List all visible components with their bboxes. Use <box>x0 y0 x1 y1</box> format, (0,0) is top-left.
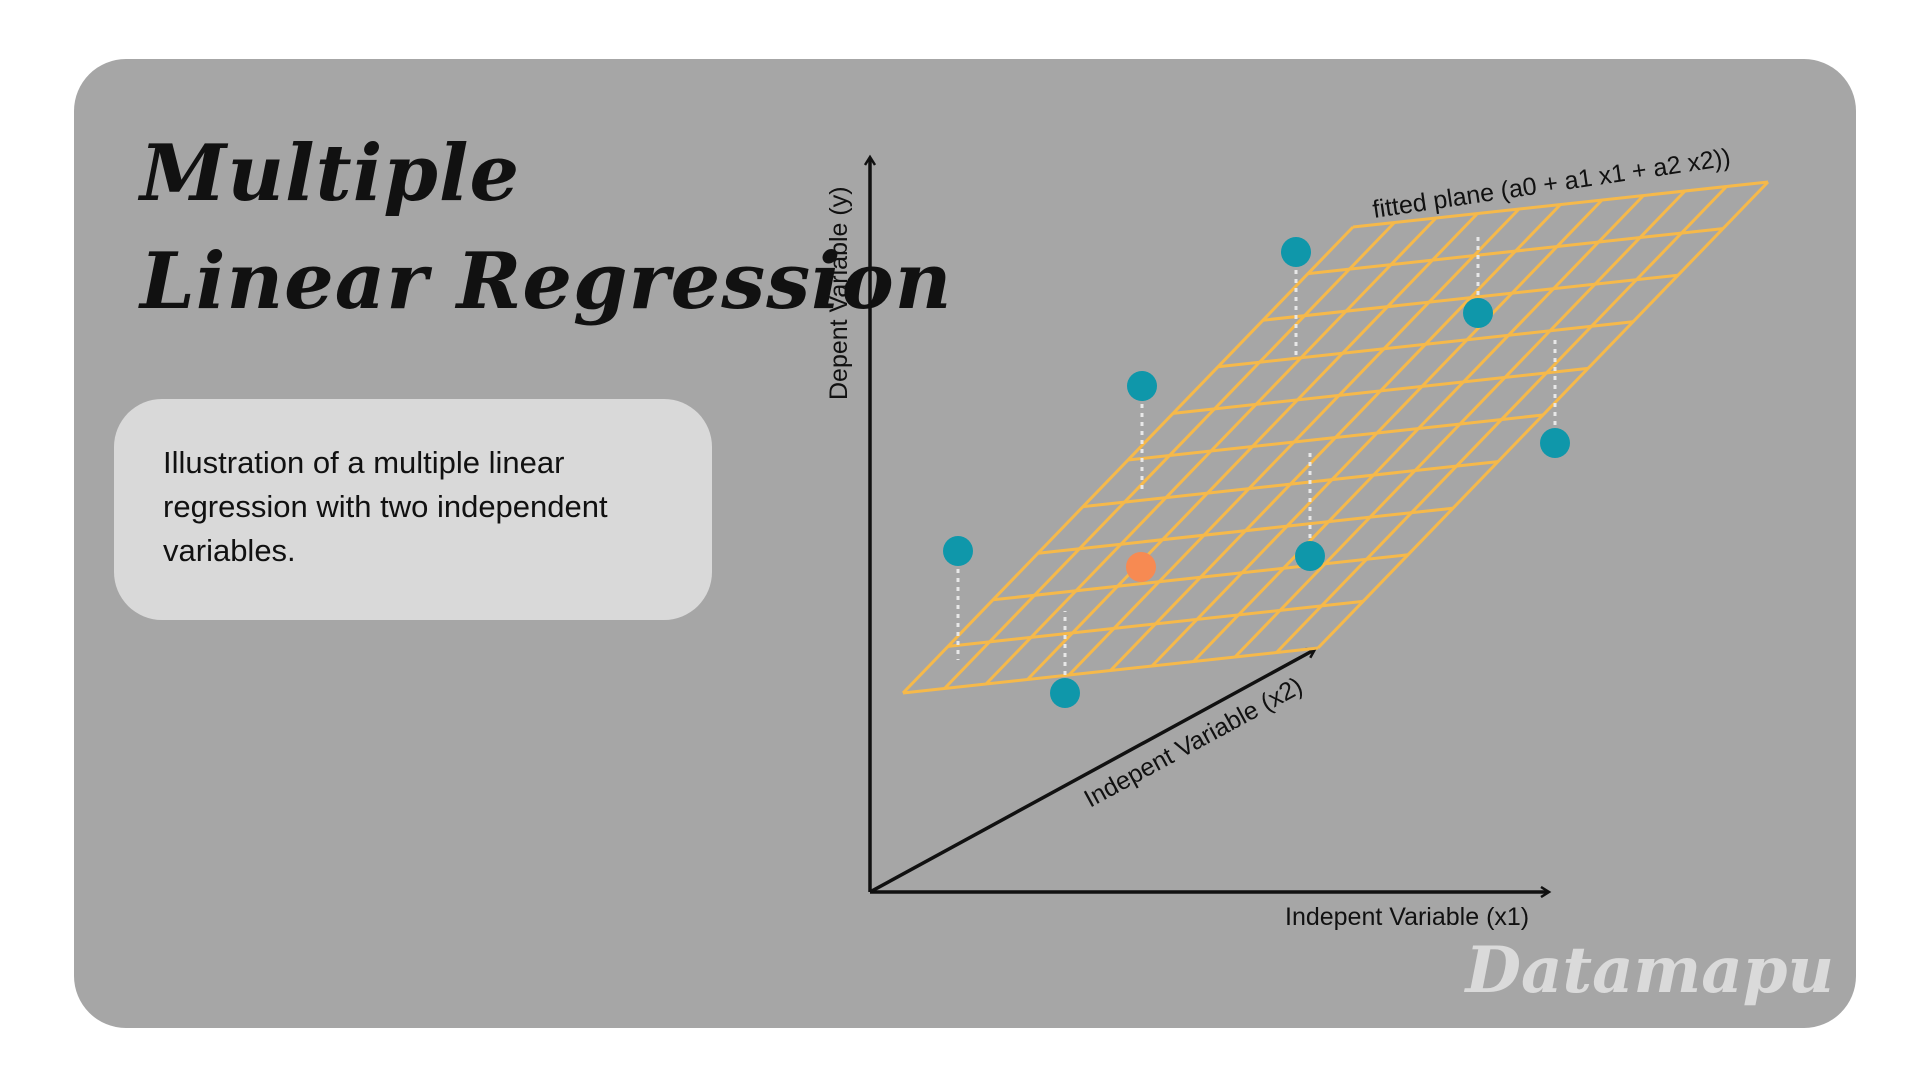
plane-grid-line <box>1352 180 1769 229</box>
description-box: Illustration of a multiple linear regres… <box>114 399 712 620</box>
title-line-2: Linear Regression <box>140 236 953 327</box>
title-line-1: Multiple <box>140 128 521 219</box>
data-point <box>1050 678 1080 708</box>
plane-grid-line <box>1150 198 1604 668</box>
data-point <box>1540 428 1570 458</box>
watermark-logo: Datamapu <box>1465 933 1834 1008</box>
highlight-point <box>1126 552 1156 582</box>
plane-grid-line <box>1233 189 1687 659</box>
plane-grid-line <box>1172 366 1589 415</box>
data-point <box>1463 298 1493 328</box>
y-axis-label: Depent Variable (y) <box>825 186 853 400</box>
plane-grid-line <box>1109 203 1562 672</box>
x2-axis-label: Indepent Variable (x2) <box>1079 672 1307 813</box>
data-points <box>943 237 1570 708</box>
description-text: Illustration of a multiple linear regres… <box>163 445 608 568</box>
plane-grid-line <box>1217 320 1634 369</box>
fitted-plane-grid <box>901 180 1770 695</box>
plane-grid-line <box>1316 180 1770 650</box>
data-point <box>1295 541 1325 571</box>
plane-grid-line <box>1307 227 1724 276</box>
residual-lines <box>956 232 1557 693</box>
data-point <box>1127 371 1157 401</box>
data-point <box>943 536 973 566</box>
page-title: Multiple Linear Regression <box>140 120 953 336</box>
x1-axis-label: Indepent Variable (x1) <box>1285 903 1529 931</box>
plane-grid-line <box>1275 185 1728 654</box>
plane-grid-line <box>1192 194 1645 663</box>
x2-axis <box>869 650 1314 894</box>
plane-grid-line <box>1262 273 1679 322</box>
data-point <box>1281 237 1311 267</box>
